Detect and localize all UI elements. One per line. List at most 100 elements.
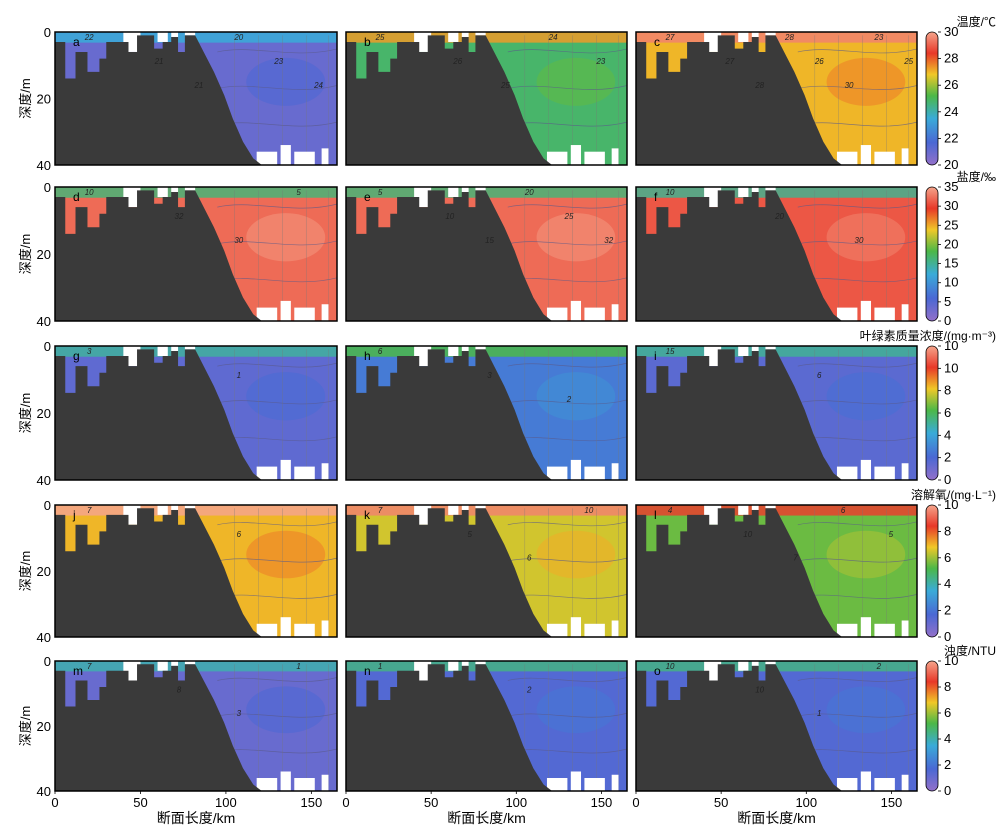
no-data-region xyxy=(738,32,749,42)
contour-label: 3 xyxy=(237,709,242,718)
contour-label: 6 xyxy=(527,554,532,563)
terrain xyxy=(346,190,553,321)
no-data-region xyxy=(171,32,179,37)
contour-line xyxy=(217,712,337,718)
contour-label: 28 xyxy=(784,33,794,42)
contour-label: 7 xyxy=(87,662,92,671)
field-blob xyxy=(536,372,616,421)
colorbar-tick-label: 2 xyxy=(944,603,951,618)
no-data-region xyxy=(836,778,858,791)
contour-label: 6 xyxy=(841,506,846,515)
panel-letter: f xyxy=(654,190,658,204)
contour-label: 10 xyxy=(743,530,752,539)
panel-frame xyxy=(635,345,918,481)
panel-frame xyxy=(54,186,338,322)
x-tick-label: 0 xyxy=(51,795,58,810)
panel-d: 10 32 30 5 d xyxy=(54,186,338,322)
contour-line xyxy=(217,521,337,527)
no-data-region xyxy=(280,771,291,791)
terrain xyxy=(55,349,262,480)
field-blob xyxy=(536,686,616,734)
no-data-region xyxy=(157,505,168,515)
contour-label: 5 xyxy=(467,530,472,539)
no-data-region xyxy=(860,771,872,791)
field-blob xyxy=(826,372,906,421)
contour-label: 2 xyxy=(566,395,572,404)
contour-label: 10 xyxy=(666,662,675,671)
no-data-region xyxy=(901,620,909,637)
field-blob xyxy=(826,530,906,579)
contour-label: 5 xyxy=(296,188,301,197)
colorbar-tick-label: 35 xyxy=(944,179,958,194)
no-data-region xyxy=(874,151,895,165)
no-data-region xyxy=(184,505,196,509)
terrain xyxy=(636,190,843,321)
contour-label: 32 xyxy=(175,212,184,221)
no-data-region xyxy=(860,617,872,637)
contour-line xyxy=(797,48,917,54)
contour-line xyxy=(507,362,627,368)
panel-b: 25 26 25 24 23 b xyxy=(345,31,628,166)
y-tick-label: 0 xyxy=(44,25,51,40)
terrain xyxy=(636,664,843,791)
colorbar-gradient xyxy=(925,31,939,166)
contour-label: 10 xyxy=(584,506,593,515)
x-tick-label: 150 xyxy=(881,795,903,810)
panel-j: 7 6 j xyxy=(54,504,338,638)
y-axis-label: 深度/m xyxy=(18,706,33,746)
y-axis-label: 深度/m xyxy=(18,393,33,433)
no-data-region xyxy=(874,466,895,480)
x-tick-label: 100 xyxy=(215,795,237,810)
y-tick-label: 20 xyxy=(37,406,51,421)
contour-line xyxy=(797,557,917,563)
contour-label: 10 xyxy=(666,188,675,197)
contour-line xyxy=(797,677,917,682)
no-data-region xyxy=(321,304,329,321)
panel-frame xyxy=(54,345,338,481)
no-data-region xyxy=(584,466,605,480)
no-data-region xyxy=(157,187,168,198)
contour-label: 25 xyxy=(500,81,510,90)
panel-letter: k xyxy=(364,508,371,522)
colorbar-tick-label: 10 xyxy=(944,360,958,375)
no-data-region xyxy=(874,778,895,791)
contour-label: 5 xyxy=(889,530,894,539)
contour-label: 23 xyxy=(273,57,283,66)
panel-letter: g xyxy=(73,349,80,363)
no-data-region xyxy=(611,148,619,165)
y-tick-label: 20 xyxy=(37,92,51,107)
no-data-region xyxy=(570,145,582,165)
panel-m: 7 8 3 1 m xyxy=(54,660,338,792)
no-data-region xyxy=(860,300,872,321)
contour-label: 23 xyxy=(595,57,605,66)
no-data-region xyxy=(294,623,315,637)
panel-letter: b xyxy=(364,35,371,49)
no-data-region xyxy=(738,187,749,198)
no-data-region xyxy=(294,778,315,791)
terrain xyxy=(636,508,843,637)
panel-h: 6 3 2 h xyxy=(345,345,628,481)
y-tick-label: 40 xyxy=(37,473,51,488)
no-data-region xyxy=(765,505,776,509)
no-data-region xyxy=(765,346,776,350)
contour-line xyxy=(217,203,337,209)
no-data-region xyxy=(836,623,858,637)
x-tick-label: 50 xyxy=(424,795,438,810)
colorbar-tick-label: 28 xyxy=(944,51,958,66)
colorbar-tick-label: 6 xyxy=(944,705,951,720)
terrain xyxy=(346,35,553,166)
colorbar-title: 温度/℃ xyxy=(957,14,996,29)
colorbar-tick-label: 20 xyxy=(944,236,958,251)
y-tick-label: 0 xyxy=(44,498,51,513)
panel-frame xyxy=(635,186,918,322)
panel-letter: o xyxy=(654,664,661,678)
contour-label: 7 xyxy=(87,506,92,515)
terrain xyxy=(346,664,553,791)
colorbar-title: 溶解氧/(mg·L⁻¹) xyxy=(911,487,996,502)
contour-label: 25 xyxy=(564,212,574,221)
panel-frame xyxy=(345,31,628,166)
contour-label: 27 xyxy=(665,33,675,42)
contour-line xyxy=(797,362,917,368)
field-blob xyxy=(246,213,326,262)
